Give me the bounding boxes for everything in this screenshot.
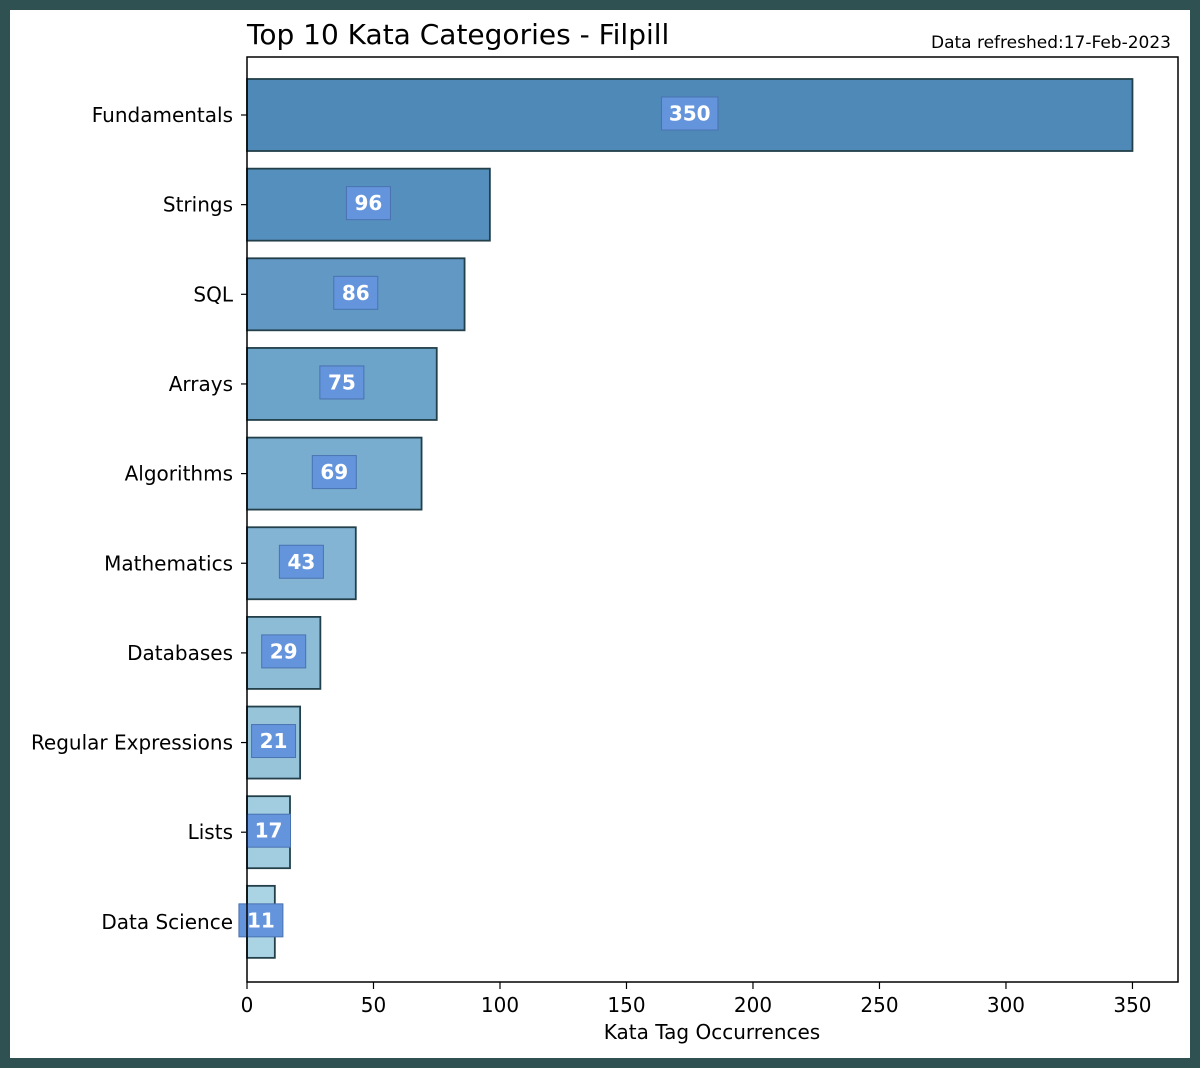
x-tick-label: 300 (987, 993, 1025, 1017)
value-label: 21 (260, 729, 288, 753)
value-label: 29 (270, 639, 298, 663)
value-label: 75 (328, 370, 356, 394)
value-label-box (251, 724, 297, 759)
chart-frame: Top 10 Kata Categories - Filpill Data re… (10, 10, 1190, 1058)
category-label: Regular Expressions (31, 731, 233, 755)
value-label-box (246, 813, 292, 848)
value-label-box (238, 903, 284, 938)
x-axis-ticks: 0 50 100 150 200 250 300 350 (241, 982, 1152, 1017)
x-axis-title: Kata Tag Occurrences (604, 1020, 820, 1044)
x-tick-label: 100 (481, 993, 519, 1017)
value-label-box (311, 455, 357, 490)
category-label: SQL (193, 282, 233, 306)
x-tick-label: 50 (361, 993, 386, 1017)
value-label: 43 (287, 550, 315, 574)
x-tick-label: 350 (1113, 993, 1151, 1017)
x-tick-label: 250 (860, 993, 898, 1017)
category-label: Mathematics (104, 551, 233, 575)
value-label: 11 (247, 908, 275, 932)
value-label: 69 (320, 460, 348, 484)
value-labels: 350 96 86 75 69 43 29 21 17 11 (238, 96, 719, 938)
value-label-box (345, 186, 391, 221)
x-tick-label: 200 (734, 993, 772, 1017)
value-label: 96 (355, 191, 383, 215)
x-tick-label: 150 (607, 993, 645, 1017)
category-label: Data Science (101, 910, 233, 934)
value-label-box (278, 544, 324, 579)
value-label-box (319, 365, 365, 400)
data-refreshed-note: Data refreshed:17-Feb-2023 (931, 33, 1171, 53)
chart-title: Top 10 Kata Categories - Filpill (246, 18, 669, 51)
value-label: 350 (669, 102, 711, 126)
value-label-box (660, 96, 719, 131)
x-tick-label: 0 (241, 993, 254, 1017)
value-label-box (261, 634, 307, 669)
category-label: Fundamentals (92, 103, 233, 127)
category-labels: Fundamentals Strings SQL Arrays Algorithms Ma… (31, 103, 247, 934)
plot-area-frame (246, 56, 1179, 983)
bar-chart: Top 10 Kata Categories - Filpill Data re… (31, 18, 1179, 1044)
value-label: 17 (255, 819, 283, 843)
category-label: Lists (188, 820, 233, 844)
category-label: Databases (127, 641, 233, 665)
category-label: Algorithms (125, 462, 233, 486)
category-label: Arrays (169, 372, 233, 396)
value-label: 86 (342, 281, 370, 305)
value-label-box (333, 275, 379, 310)
category-label: Strings (163, 193, 233, 217)
